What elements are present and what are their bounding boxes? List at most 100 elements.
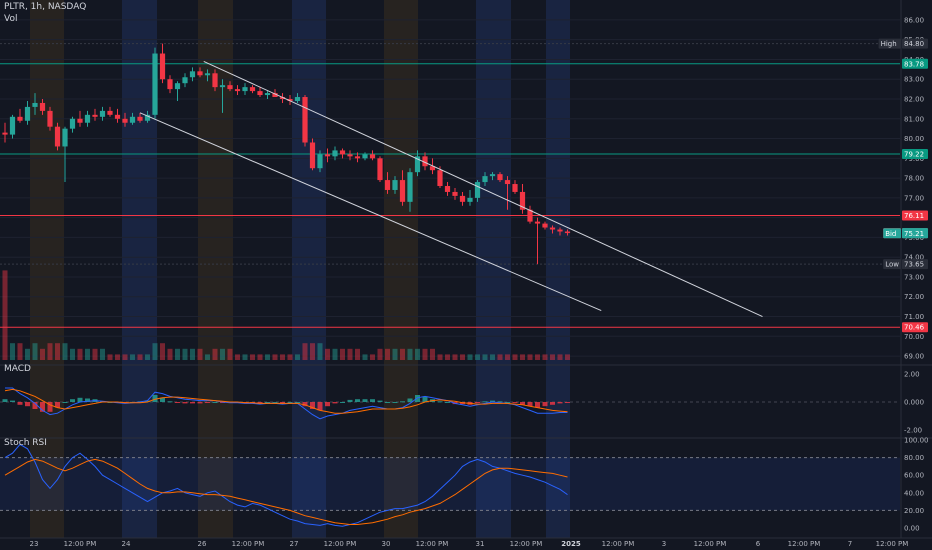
candle-body[interactable]: [317, 154, 323, 169]
candle-body[interactable]: [474, 182, 481, 198]
candle-body[interactable]: [444, 186, 451, 192]
candle-body[interactable]: [482, 176, 488, 183]
candle-body[interactable]: [512, 184, 518, 192]
candle-body[interactable]: [129, 116, 136, 123]
candle-body[interactable]: [287, 99, 293, 101]
candle-body[interactable]: [107, 110, 113, 115]
candle-body[interactable]: [54, 126, 61, 147]
trendline-0[interactable]: [203, 60, 763, 317]
candle-body[interactable]: [197, 71, 203, 76]
candle-body[interactable]: [272, 93, 278, 98]
candle-body[interactable]: [332, 150, 338, 157]
candle-body[interactable]: [39, 102, 46, 111]
candle-body[interactable]: [354, 156, 361, 159]
candle-body[interactable]: [189, 71, 196, 78]
volume-bar: [280, 354, 285, 360]
candle-body[interactable]: [32, 102, 38, 107]
candle-body[interactable]: [294, 97, 301, 101]
candle-body[interactable]: [399, 180, 406, 202]
trend-channel[interactable]: [139, 60, 763, 317]
candle-body[interactable]: [369, 154, 376, 159]
volume-bar: [490, 354, 495, 360]
candle-body[interactable]: [279, 97, 286, 100]
candle-body[interactable]: [204, 73, 211, 76]
candle-body[interactable]: [414, 156, 421, 173]
candle-body[interactable]: [122, 118, 128, 123]
candle-body[interactable]: [84, 114, 91, 123]
candle-body[interactable]: [422, 156, 428, 167]
candle-body[interactable]: [69, 118, 76, 129]
candle-body[interactable]: [377, 158, 383, 181]
macd-histogram-bar: [167, 401, 173, 403]
stoch-k-line[interactable]: [4, 443, 568, 527]
candle-body[interactable]: [77, 118, 83, 123]
candle-body[interactable]: [137, 116, 143, 121]
candle-body[interactable]: [392, 180, 398, 190]
candle-body[interactable]: [347, 154, 353, 157]
stoch-tick-label: 20.00: [904, 507, 924, 515]
volume-bar: [137, 354, 143, 360]
candle-body[interactable]: [534, 221, 541, 224]
candle-body[interactable]: [257, 91, 263, 96]
candle-body[interactable]: [339, 150, 346, 155]
time-axis[interactable]: 23 12:00 PM 24 26 12:00 PM 27 12:00 PM 30 12:00 …: [30, 540, 909, 548]
candle-body[interactable]: [429, 166, 436, 171]
candle-body[interactable]: [62, 128, 68, 147]
candle-body[interactable]: [92, 114, 98, 117]
candle-body[interactable]: [504, 180, 511, 185]
candle-body[interactable]: [467, 197, 473, 202]
candle-body[interactable]: [234, 89, 241, 92]
candle-body[interactable]: [47, 110, 53, 127]
candle-body[interactable]: [459, 195, 466, 202]
stoch-rsi-pane[interactable]: [0, 443, 900, 527]
candle-body[interactable]: [144, 114, 151, 121]
candle-body[interactable]: [242, 87, 248, 92]
candle-body[interactable]: [24, 106, 31, 121]
volume-bar: [422, 348, 428, 360]
candle-body[interactable]: [564, 231, 571, 234]
candle-body[interactable]: [152, 53, 158, 115]
candle-body[interactable]: [114, 114, 121, 119]
candle-body[interactable]: [557, 229, 563, 232]
stoch-d-line[interactable]: [4, 458, 568, 525]
candle-body[interactable]: [9, 116, 16, 135]
candle-body[interactable]: [249, 87, 256, 92]
macd-histogram-bar: [377, 400, 383, 402]
candle-body[interactable]: [159, 53, 166, 80]
candlestick-series[interactable]: [2, 43, 571, 265]
candle-body[interactable]: [437, 170, 443, 187]
candle-body[interactable]: [17, 116, 23, 121]
candle-body[interactable]: [99, 110, 106, 117]
candle-body[interactable]: [227, 85, 233, 90]
price-tick-label: 73.00: [904, 273, 924, 281]
macd-pane[interactable]: [0, 387, 900, 420]
candle-body[interactable]: [219, 85, 226, 88]
candle-body[interactable]: [302, 97, 308, 143]
candle-body[interactable]: [174, 83, 181, 90]
candle-body[interactable]: [362, 154, 368, 159]
candle-body[interactable]: [2, 132, 8, 135]
candle-body[interactable]: [324, 154, 331, 157]
candle-body[interactable]: [264, 93, 271, 96]
candle-body[interactable]: [167, 79, 173, 90]
price-tick-label: 77.00: [904, 194, 924, 202]
trendline-1[interactable]: [139, 112, 602, 312]
candle-body[interactable]: [497, 174, 503, 181]
price-axis[interactable]: 86.0085.0084.0083.0082.0081.0080.0079.00…: [878, 16, 929, 533]
candle-body[interactable]: [542, 223, 548, 228]
macd-histogram-bar: [400, 401, 405, 403]
candle-body[interactable]: [489, 174, 496, 177]
candle-body[interactable]: [309, 142, 316, 169]
macd-histogram-bar: [70, 399, 75, 402]
candle-body[interactable]: [407, 172, 413, 202]
candle-body[interactable]: [182, 77, 188, 84]
candle-body[interactable]: [452, 191, 458, 196]
candle-body[interactable]: [384, 180, 391, 190]
candle-body[interactable]: [519, 191, 526, 210]
candle-body[interactable]: [527, 209, 533, 222]
macd-signal-line[interactable]: [4, 388, 568, 414]
candle-body[interactable]: [212, 73, 218, 88]
candle-body[interactable]: [549, 227, 556, 230]
